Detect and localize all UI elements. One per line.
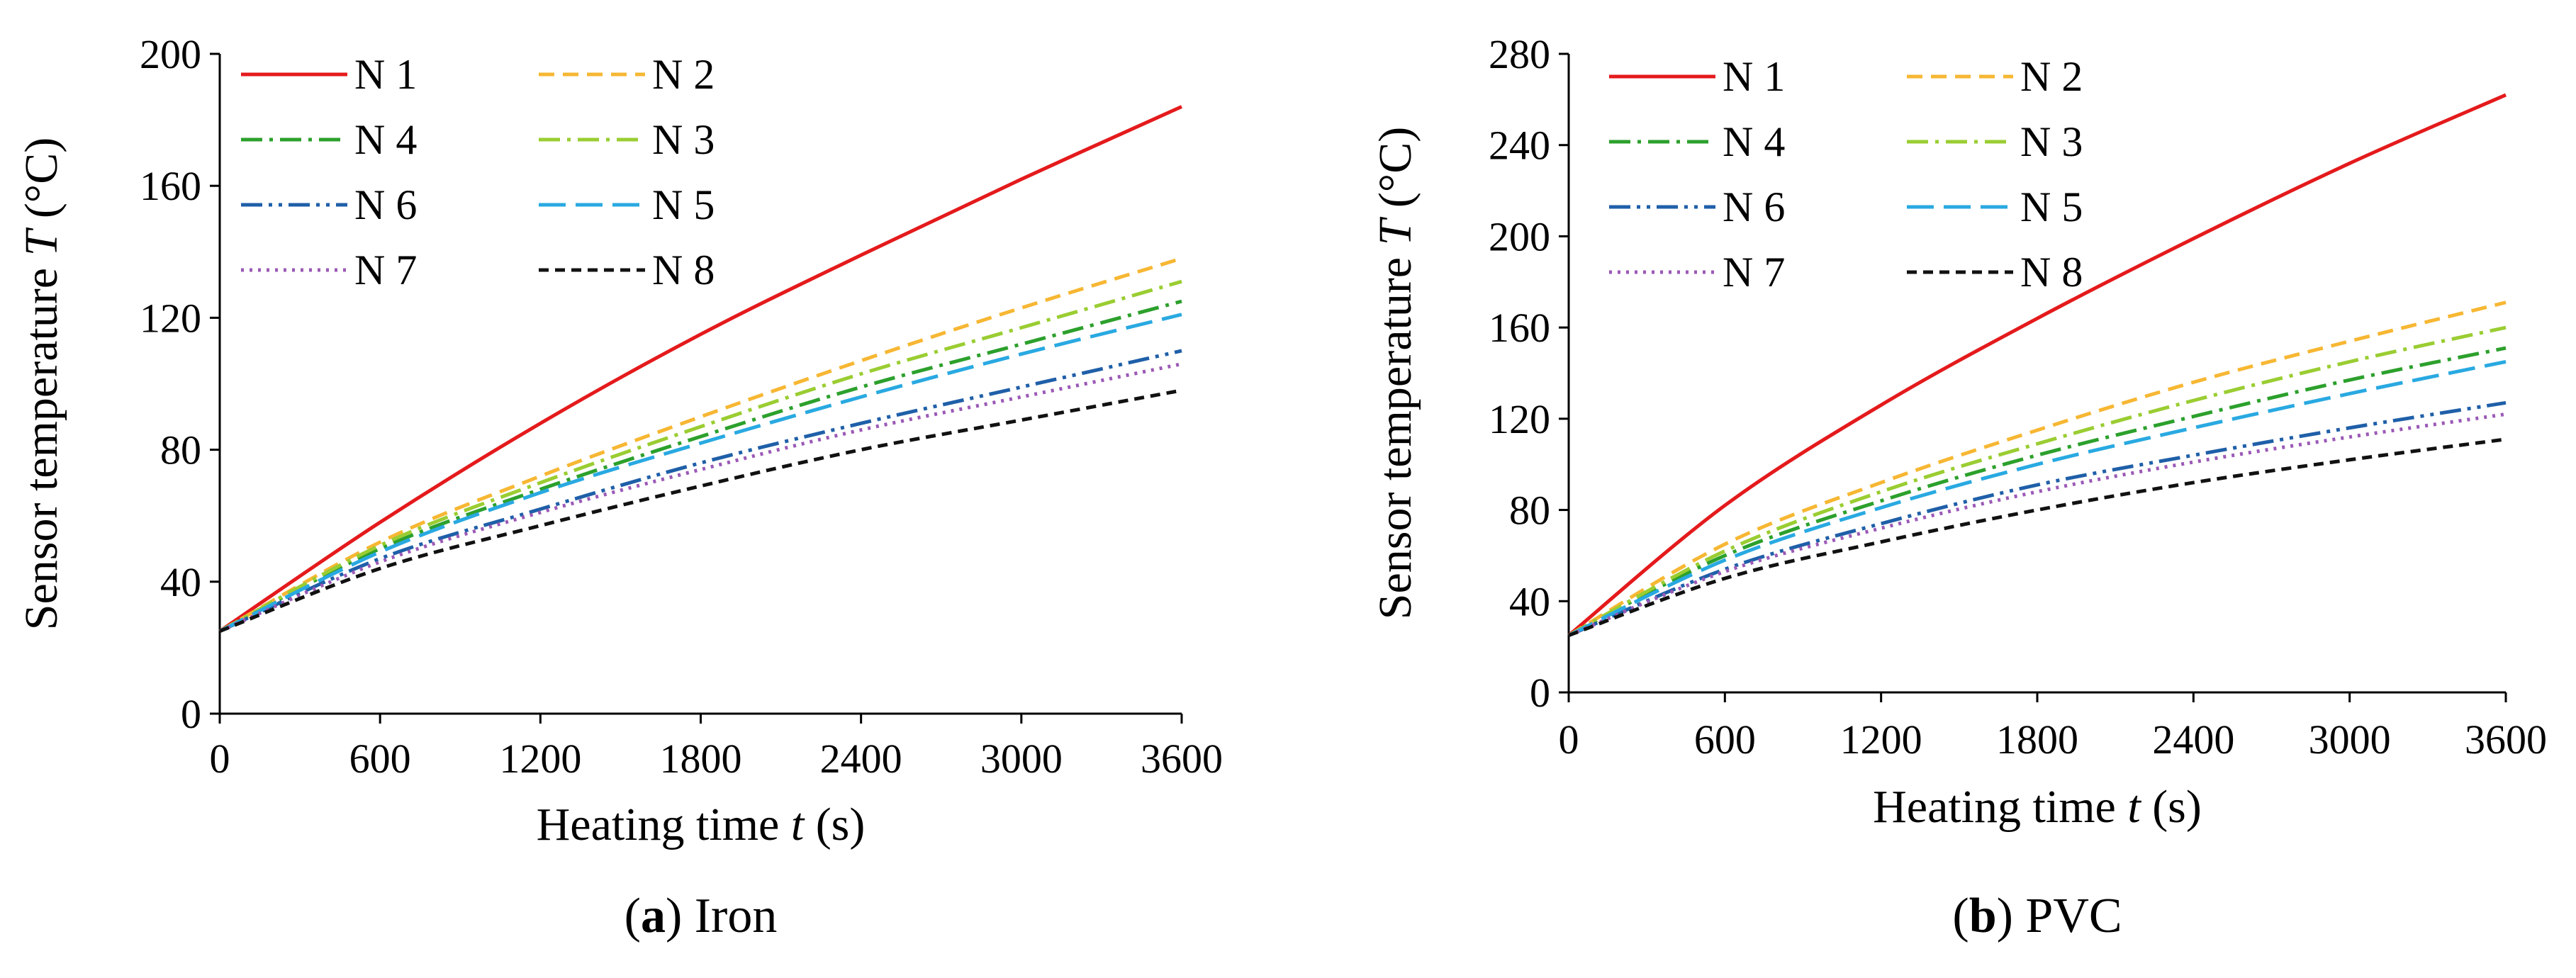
series-line-n6 [218, 349, 1182, 633]
x-tick-label: 600 [1694, 716, 1756, 763]
y-tick-label: 160 [140, 163, 201, 209]
series-line-n3 [1567, 325, 2507, 637]
panel-caption: (b) PVC [1952, 889, 2122, 943]
series-line-n1 [218, 105, 1183, 633]
legend-entry-label: N 2 [2020, 53, 2083, 100]
x-axis-label: Heating time t (s) [1873, 781, 2202, 833]
legend-entry-label: N 7 [1723, 249, 1785, 296]
panel-caption: (a) Iron [625, 889, 778, 943]
y-tick-label: 200 [140, 31, 201, 77]
x-tick-label: 0 [1559, 716, 1579, 763]
series-line-n2 [218, 257, 1182, 633]
x-tick-label: 1800 [660, 736, 742, 782]
y-axis-label: Sensor temperature T (°C) [1370, 127, 1421, 619]
y-tick-label: 80 [160, 427, 201, 473]
series-line-n1 [1567, 93, 2507, 637]
x-tick-label: 600 [349, 736, 411, 782]
x-tick-label: 2400 [820, 736, 902, 782]
y-tick-label: 40 [160, 559, 201, 605]
series-line-n8 [1568, 437, 2507, 637]
series-line-n2 [1567, 300, 2507, 637]
chart-panel-a: 0 40 80 120 160 200 0 600 1200 1800 2400 3000 3600 He… [16, 31, 1223, 943]
legend-entry-label: N 1 [354, 51, 417, 98]
y-tick-label: 120 [140, 295, 201, 341]
y-tick-label: 0 [1530, 670, 1550, 716]
legend-entry-label: N 4 [354, 116, 417, 163]
x-tick-label: 3600 [2465, 716, 2547, 763]
x-tick-label: 3600 [1141, 736, 1223, 782]
legend-entry-label: N 3 [2020, 118, 2083, 165]
y-tick-label: 160 [1489, 305, 1550, 351]
legend: N 1 N 2 N 4 N 3 N 6 N 5 N 7 N 8 [1609, 53, 2083, 296]
series-line-n5 [218, 313, 1182, 633]
x-tick-label: 1200 [1840, 716, 1922, 763]
legend-entry-label: N 8 [2020, 249, 2083, 296]
series-line-n8 [219, 388, 1182, 633]
x-tick-label: 3000 [2309, 716, 2391, 763]
y-axis-label: Sensor temperature T (°C) [16, 137, 67, 630]
x-tick-label: 3000 [980, 736, 1063, 782]
y-tick-label: 120 [1489, 396, 1550, 442]
y-tick-label: 240 [1489, 123, 1550, 169]
series-line-n7 [219, 362, 1182, 633]
x-tick-label: 1800 [1996, 716, 2078, 763]
chart-panel-b: 0 40 80 120 160 200 240 280 0 600 1200 1800 2400 3000… [1370, 31, 2547, 943]
y-tick-label: 40 [1509, 578, 1550, 624]
legend-entry-label: N 5 [2020, 184, 2083, 230]
legend-entry-label: N 6 [354, 181, 417, 228]
x-tick-label: 2400 [2152, 716, 2234, 763]
series-line-n7 [1568, 412, 2507, 637]
legend-entry-label: N 4 [1723, 118, 1785, 165]
y-tick-label: 200 [1489, 213, 1550, 259]
legend: N 1 N 2 N 4 N 3 N 6 N 5 N 7 N 8 [241, 51, 715, 293]
x-tick-label: 0 [210, 736, 230, 782]
series-line-n6 [1568, 400, 2507, 637]
legend-entry-label: N 2 [652, 51, 715, 98]
x-axis-label: Heating time t (s) [537, 799, 866, 850]
x-tick-label: 1200 [499, 736, 581, 782]
legend-entry-label: N 5 [652, 181, 715, 228]
legend-entry-label: N 6 [1723, 184, 1785, 230]
legend-entry-label: N 3 [652, 116, 715, 163]
y-tick-label: 80 [1509, 488, 1550, 534]
series-line-n4 [1567, 346, 2507, 637]
legend-entry-label: N 7 [354, 247, 417, 293]
y-tick-label: 280 [1489, 31, 1550, 77]
series-line-n3 [218, 279, 1182, 633]
legend-entry-label: N 1 [1723, 53, 1785, 100]
series-line-n5 [1567, 359, 2507, 637]
series-line-n4 [218, 299, 1182, 633]
legend-entry-label: N 8 [652, 247, 715, 293]
y-tick-label: 0 [181, 691, 201, 737]
